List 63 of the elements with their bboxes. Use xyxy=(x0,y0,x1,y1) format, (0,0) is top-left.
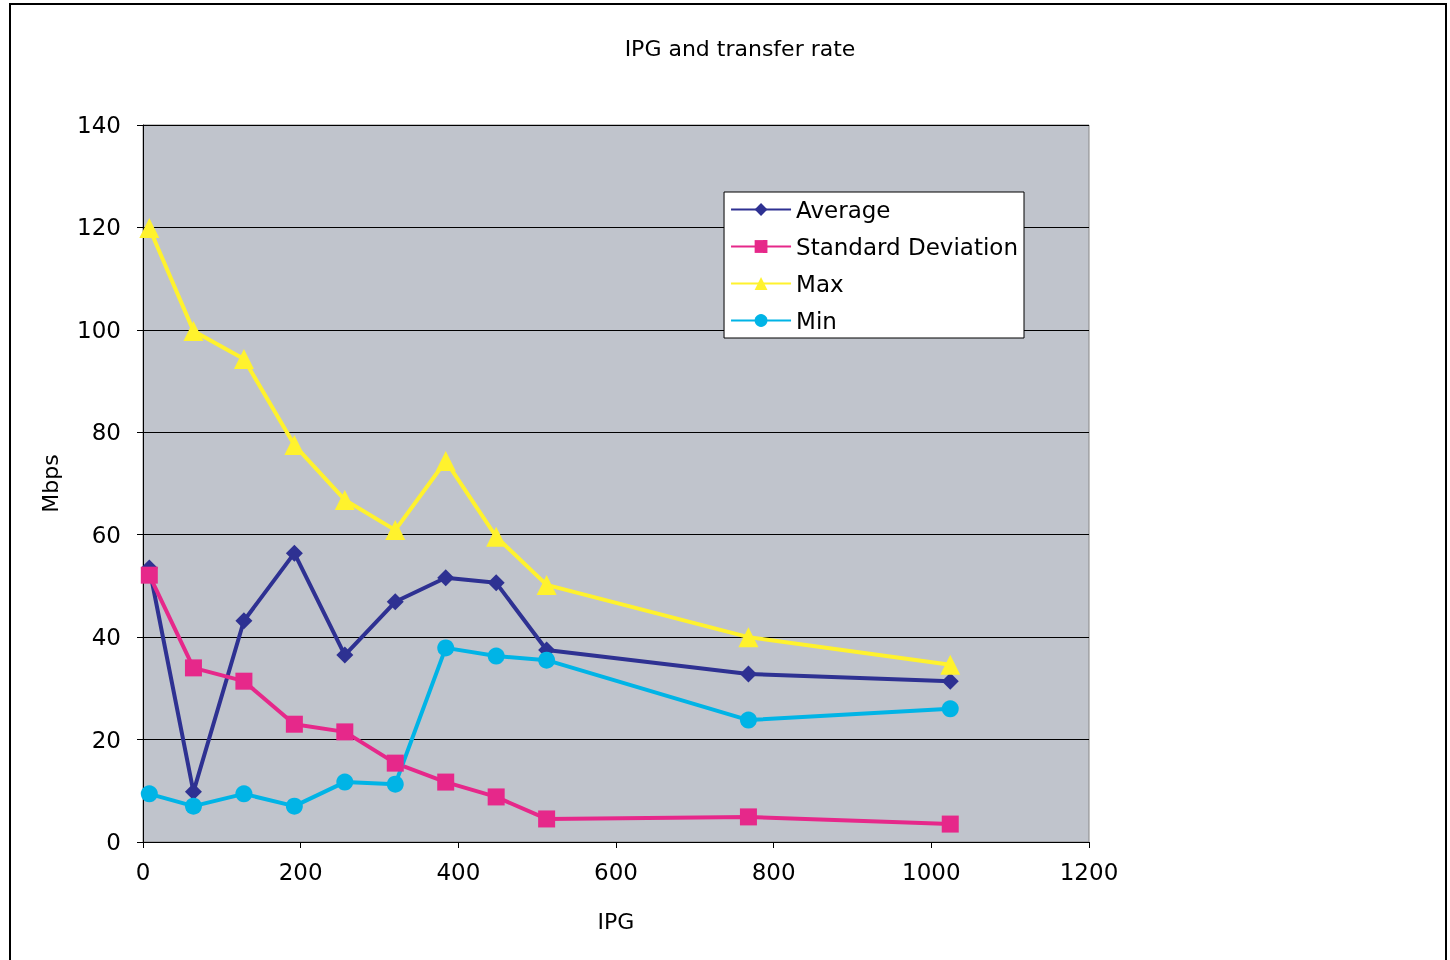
point xyxy=(487,574,505,592)
point xyxy=(235,672,253,690)
x-tick-label: 200 xyxy=(278,858,323,885)
point xyxy=(487,788,505,806)
point xyxy=(386,775,404,793)
y-axis-title: Mbps xyxy=(37,454,63,513)
legend-label: Max xyxy=(796,270,844,297)
point xyxy=(386,593,404,611)
y-tick-label: 120 xyxy=(77,214,121,241)
x-axis-title: IPG xyxy=(597,908,635,934)
point xyxy=(235,785,253,803)
x-tick-label: 1200 xyxy=(1059,858,1119,885)
y-tick-label: 140 xyxy=(77,112,121,138)
point xyxy=(140,566,158,584)
point xyxy=(386,754,404,772)
y-tick-label: 20 xyxy=(91,726,121,753)
point xyxy=(738,627,759,648)
point xyxy=(336,723,354,741)
point xyxy=(184,797,202,815)
point xyxy=(285,544,303,562)
point xyxy=(941,700,959,718)
y-tick-label: 0 xyxy=(106,829,121,855)
x-tick-label: 0 xyxy=(135,858,151,885)
point xyxy=(536,574,557,595)
point xyxy=(941,672,959,690)
point xyxy=(336,773,354,791)
y-tick-label: 100 xyxy=(77,316,121,343)
point xyxy=(437,639,455,657)
point xyxy=(235,612,253,630)
y-tick-label: 80 xyxy=(91,419,121,446)
point xyxy=(334,489,355,510)
legend-label: Standard Deviation xyxy=(796,233,1019,260)
point xyxy=(285,797,303,815)
point xyxy=(140,785,158,803)
point xyxy=(739,808,757,826)
y-tick-label: 40 xyxy=(91,624,121,651)
legend-label: Min xyxy=(796,307,837,334)
y-tick-label: 60 xyxy=(91,521,121,548)
point xyxy=(941,815,959,833)
point xyxy=(739,711,757,729)
x-tick-label: 400 xyxy=(436,858,481,885)
point xyxy=(538,810,556,828)
point xyxy=(385,520,406,541)
point xyxy=(285,715,303,733)
point xyxy=(284,435,305,456)
point xyxy=(336,646,354,664)
point xyxy=(233,349,254,370)
point xyxy=(184,659,202,677)
point xyxy=(183,320,204,341)
point xyxy=(486,526,507,547)
point xyxy=(139,217,160,238)
x-tick-label: 1000 xyxy=(902,858,961,885)
point xyxy=(487,647,505,665)
x-tick-label: 800 xyxy=(751,858,796,885)
point xyxy=(940,654,961,675)
point xyxy=(437,773,455,791)
point xyxy=(437,569,455,587)
x-tick-label: 600 xyxy=(594,858,638,885)
chart-title: IPG and transfer rate xyxy=(624,35,856,61)
point xyxy=(739,665,757,683)
point xyxy=(538,651,556,669)
point xyxy=(435,450,456,471)
legend-label: Average xyxy=(796,196,891,223)
